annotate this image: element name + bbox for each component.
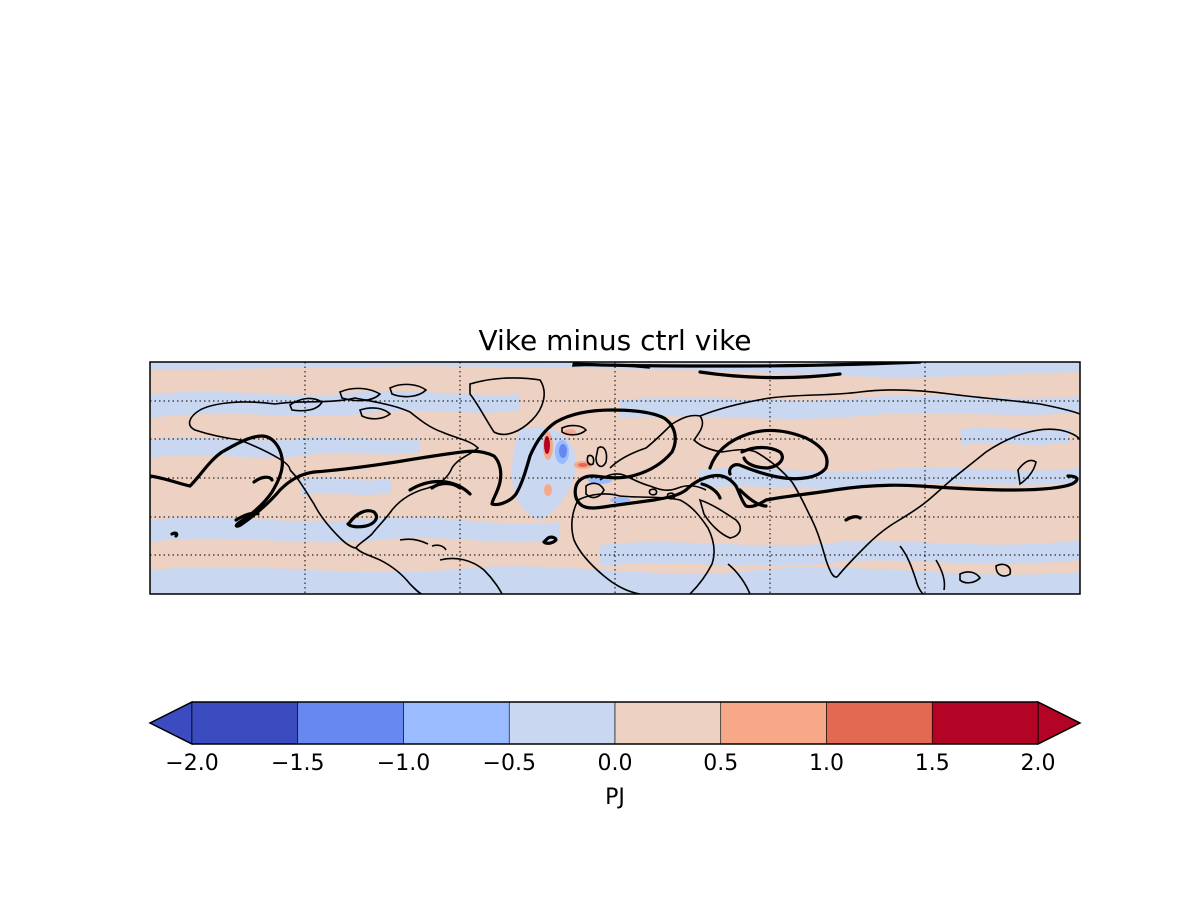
colorbar-extend-under <box>148 701 193 745</box>
colorbar-tick-label: 0.0 <box>597 751 633 776</box>
map-frame <box>149 361 1081 595</box>
colorbar-tick-label: 2.0 <box>1020 751 1056 776</box>
colorbar-outline <box>148 701 1082 745</box>
colorbar-segment <box>191 701 299 745</box>
colorbar-tick-label: 1.5 <box>914 751 950 776</box>
reference-contours <box>150 362 1079 545</box>
colorbar-label: PJ <box>605 785 625 810</box>
map-title: Vike minus ctrl vike <box>478 324 752 357</box>
anomaly-field-negative-patches <box>150 362 1080 594</box>
colorbar-segment <box>826 701 933 745</box>
colorbar-segment <box>931 701 1039 745</box>
colorbar-tick-label: −2.0 <box>165 751 219 776</box>
colorbar-tick-label: −1.5 <box>271 751 325 776</box>
colorbar-segment <box>614 701 722 745</box>
colorbar-tick-label: −1.0 <box>376 751 431 776</box>
colorbar-extend-over <box>1037 701 1082 745</box>
colorbar-tick-label: 0.5 <box>703 751 739 776</box>
colorbar-segment <box>297 701 404 745</box>
colorbar-segment <box>720 701 827 745</box>
graticule <box>150 362 1080 594</box>
colorbar-segment <box>508 701 616 745</box>
colorbar-tick-label: −0.5 <box>482 751 536 776</box>
colorbar-segment <box>403 701 510 745</box>
colorbar-tick-label: 1.0 <box>809 751 844 776</box>
coastlines <box>188 364 1080 594</box>
